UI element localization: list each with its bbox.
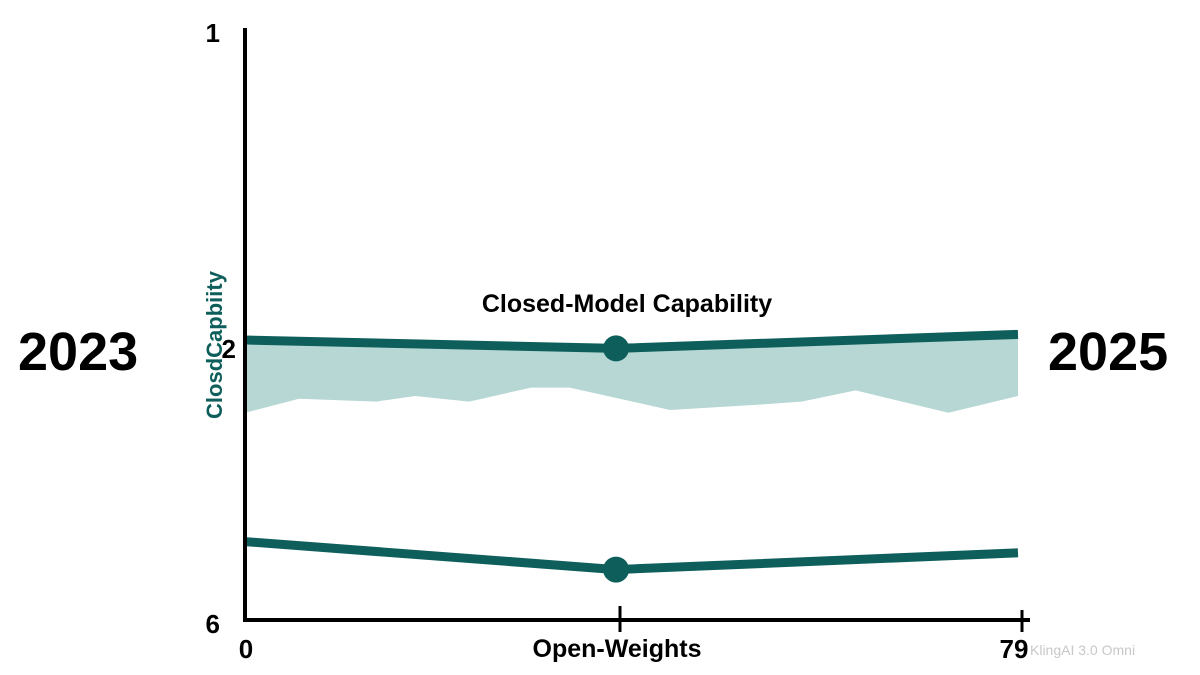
y-tick-label: 2	[222, 334, 236, 364]
open-weights-line	[244, 537, 1019, 575]
x-tick-label: 0	[239, 634, 253, 664]
closed-model-marker	[603, 335, 630, 362]
capability-gap-band	[245, 334, 1018, 413]
y-axis-label: ClosdCapbiity	[202, 270, 227, 419]
open-weights-marker	[603, 556, 630, 583]
closed-model-annotation: Closed-Model Capability	[482, 290, 772, 318]
y-tick-label: 1	[206, 18, 220, 48]
y-tick-label: 6	[206, 609, 220, 639]
end-year-label: 2025	[1048, 322, 1168, 382]
x-axis-label: Open-Weights	[533, 635, 702, 663]
x-tick-label: 79	[1000, 634, 1029, 664]
watermark: KlingAI 3.0 Omni	[1030, 642, 1135, 658]
start-year-label: 2023	[18, 322, 138, 382]
